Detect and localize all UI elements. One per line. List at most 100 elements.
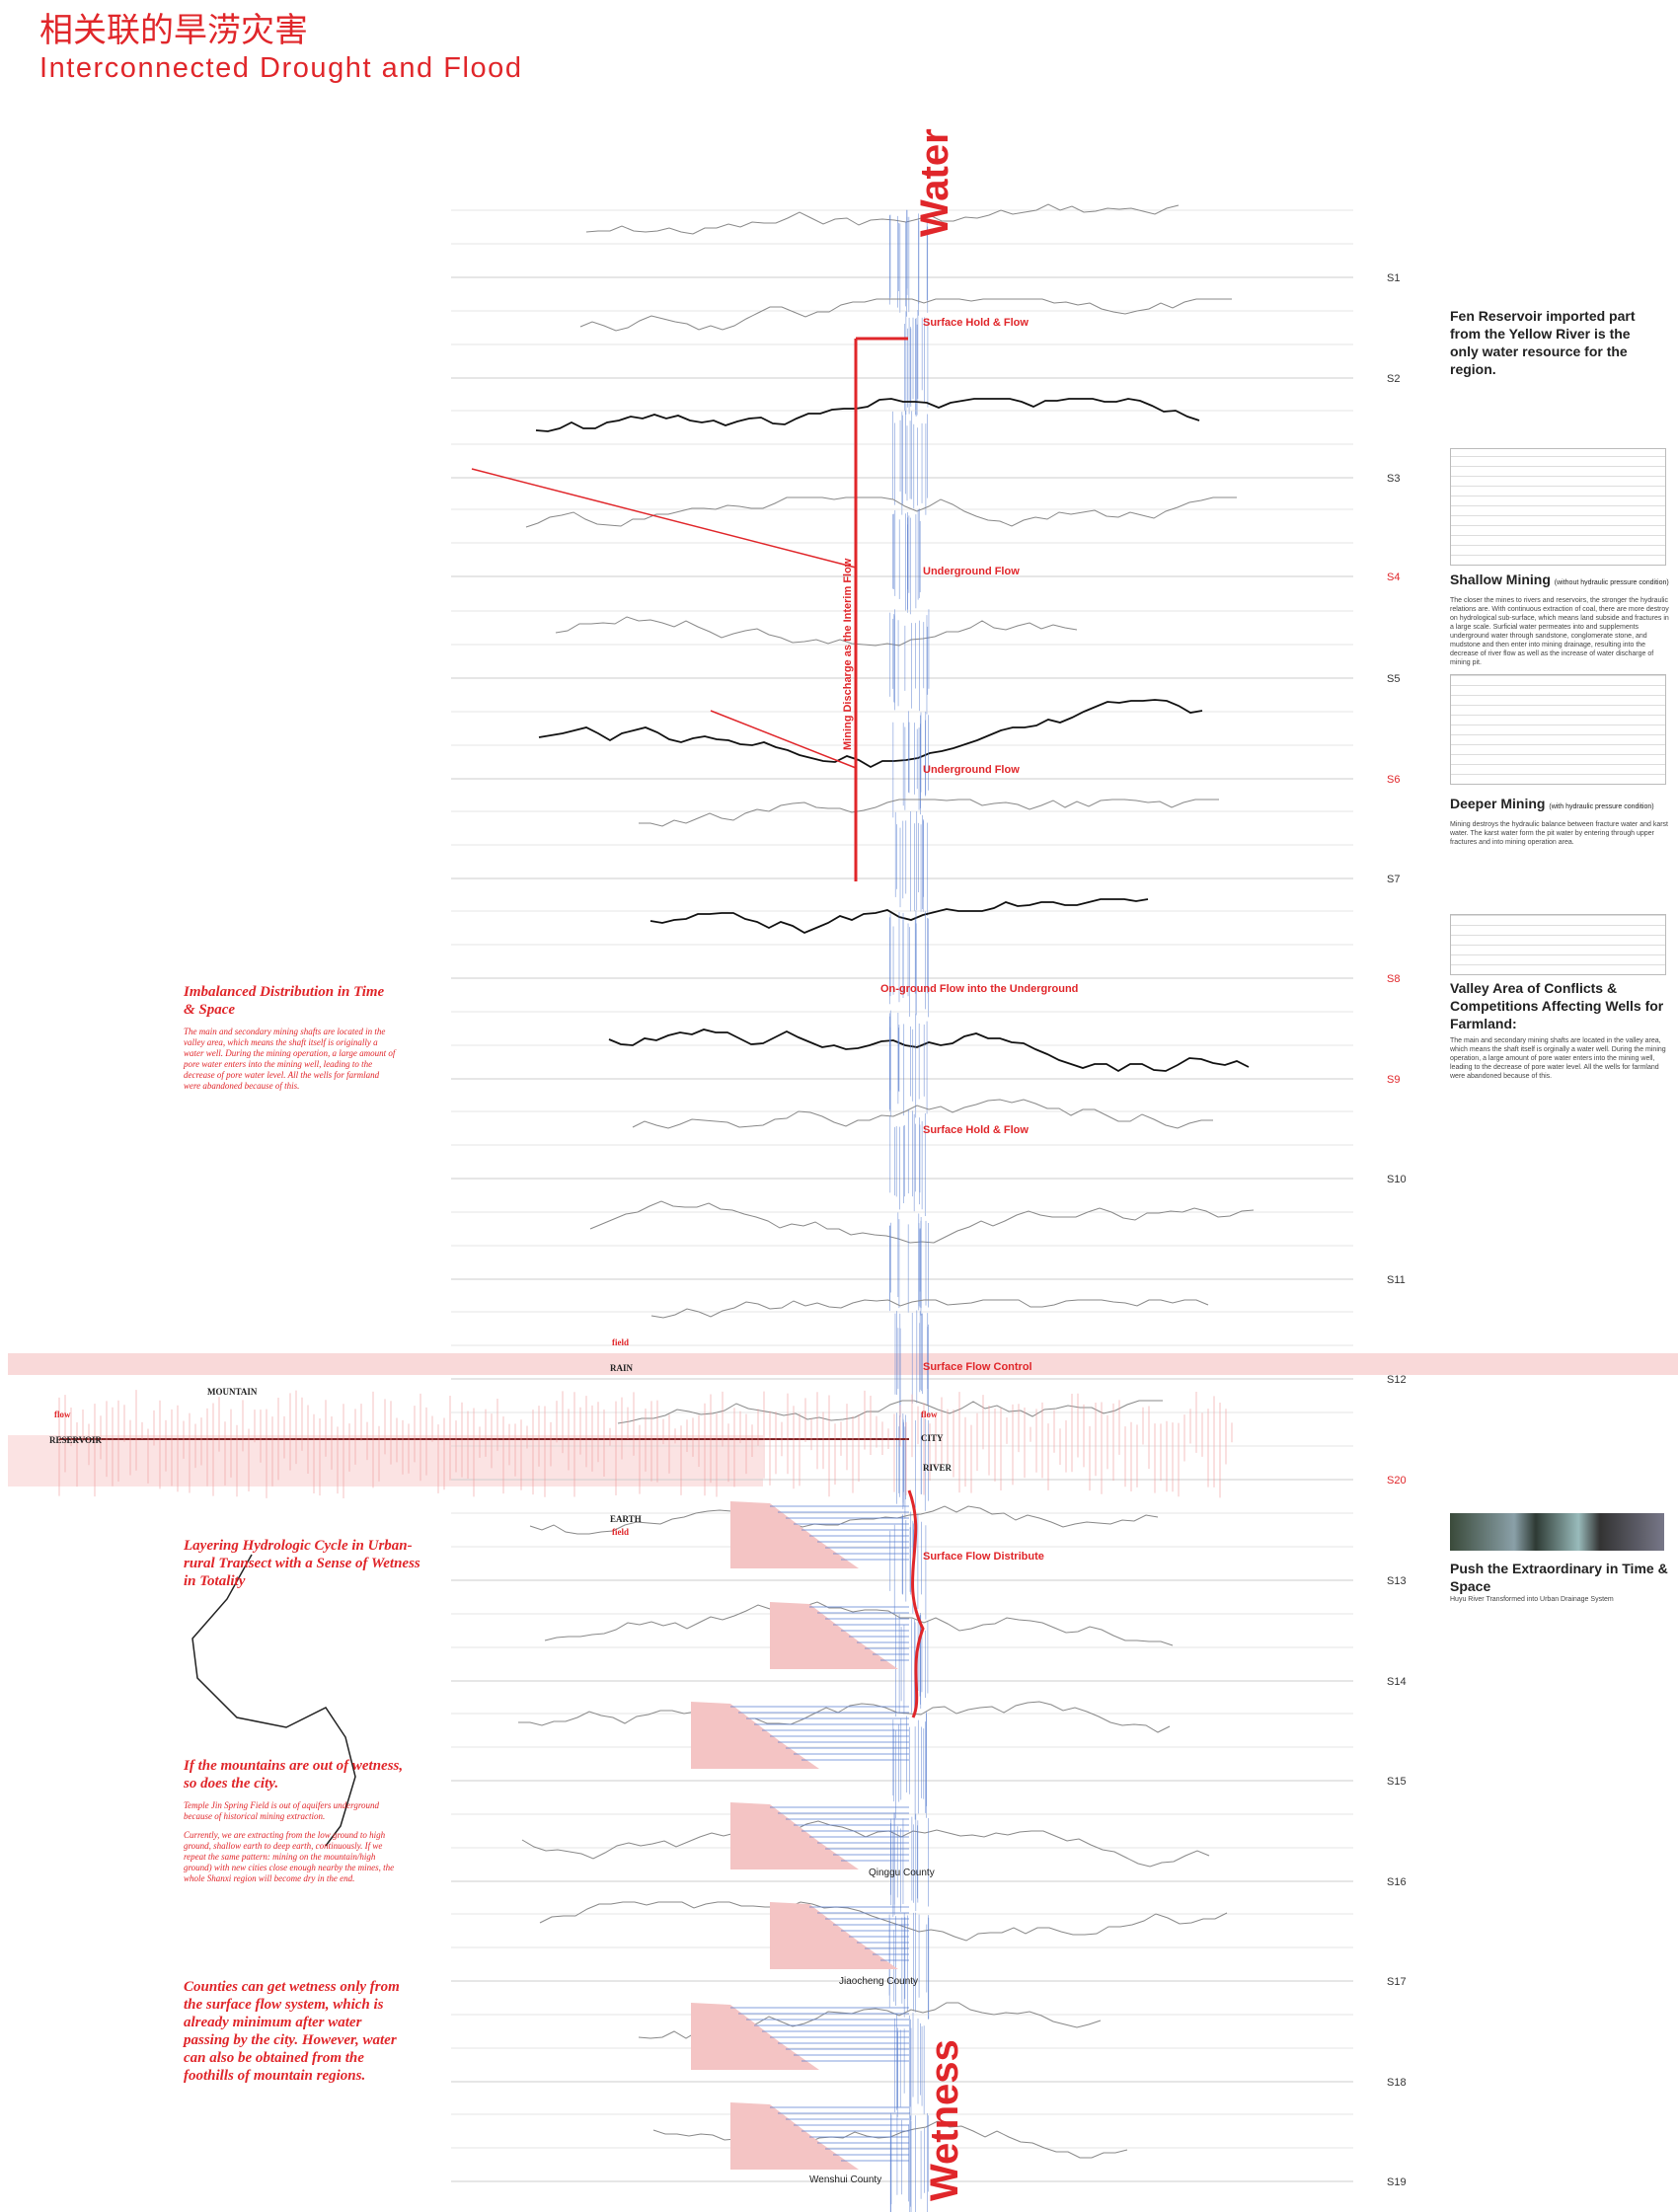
county-label: Jiaocheng County <box>839 1976 918 1987</box>
note-sub: Huyu River Transformed into Urban Draina… <box>1450 1596 1614 1603</box>
terrain-profile <box>589 1200 1255 1244</box>
note-body: Currently, we are extracting from the lo… <box>184 1830 395 1883</box>
red-flow <box>907 1489 925 1718</box>
flow-label: Surface Flow Control <box>923 1361 1032 1373</box>
right-note: Fen Reservoir imported part from the Yel… <box>1450 307 1662 378</box>
terrain-profile <box>579 298 1232 332</box>
transect-label: CITY <box>921 1433 944 1443</box>
section-label: S15 <box>1387 1776 1407 1788</box>
axis-bottom: Wetness <box>923 2039 966 2201</box>
transect-label: MOUNTAIN <box>207 1387 258 1397</box>
right-note: Valley Area of Conflicts & Competitions … <box>1450 979 1672 1081</box>
transect-label: flow <box>54 1410 71 1419</box>
dry-area <box>691 2003 819 2070</box>
section-label: S3 <box>1387 473 1400 485</box>
note-heading: Counties can get wetness only from the s… <box>184 1979 400 2084</box>
section-label: S7 <box>1387 874 1400 885</box>
section-label: S10 <box>1387 1174 1407 1185</box>
flow-label: Surface Flow Distribute <box>923 1551 1044 1563</box>
county-label: Wenshui County <box>809 2174 881 2185</box>
note-body: Temple Jin Spring Field is out of aquife… <box>184 1800 379 1821</box>
terrain-profile <box>529 1505 1159 1535</box>
transect-label: RAIN <box>610 1363 634 1373</box>
flow-label: Surface Hold & Flow <box>923 1124 1029 1136</box>
note: Layering Hydrologic Cycle in Urban-rural… <box>184 1537 420 1598</box>
note-heading: If the mountains are out of wetness, so … <box>184 1758 404 1792</box>
dry-area <box>691 1702 819 1769</box>
axis-top: Water <box>913 128 956 237</box>
section-label: S4 <box>1387 572 1400 583</box>
note-heading: Fen Reservoir imported part from the Yel… <box>1450 308 1636 377</box>
section-label: S13 <box>1387 1575 1407 1587</box>
section-label: S17 <box>1387 1976 1407 1988</box>
terrain-profile <box>518 1701 1171 1733</box>
note-body: The closer the mines to rivers and reser… <box>1450 597 1669 666</box>
terrain-profile <box>539 1901 1228 1942</box>
note-heading: Valley Area of Conflicts & Competitions … <box>1450 980 1664 1031</box>
terrain-profile <box>632 1099 1213 1129</box>
terrain-profile <box>538 699 1203 769</box>
section-label: S20 <box>1387 1475 1407 1487</box>
title-en: Interconnected Drought and Flood <box>39 52 521 84</box>
right-note: Deeper Mining (with hydraulic pressure c… <box>1450 795 1672 847</box>
flow-label: On-ground Flow into the Underground <box>880 983 1078 995</box>
terrain-profile <box>544 1601 1174 1646</box>
sketch <box>1450 448 1666 566</box>
transect-label: RESERVOIR <box>49 1435 103 1445</box>
dry-area <box>730 1802 859 1869</box>
transect-label: EARTH <box>610 1514 642 1524</box>
red-flow <box>710 710 857 769</box>
terrain-profile <box>555 616 1078 647</box>
note-heading: Imbalanced Distribution in Time & Space <box>184 984 385 1018</box>
note-sub: (with hydraulic pressure condition) <box>1549 803 1654 810</box>
photo-strip <box>1450 1513 1664 1551</box>
transect-label: field <box>612 1527 629 1537</box>
flow-label: Underground Flow <box>923 566 1020 577</box>
sketch <box>1450 674 1666 785</box>
terrain-profile <box>525 496 1237 528</box>
note: Imbalanced Distribution in Time & Space T… <box>184 983 396 1100</box>
pink-band <box>8 1353 1678 1375</box>
red-flow <box>471 468 857 569</box>
pink-band <box>8 1435 763 1487</box>
note: Counties can get wetness only from the s… <box>184 1978 406 2093</box>
county-outline <box>191 1554 356 1847</box>
note-body: Mining destroys the hydraulic balance be… <box>1450 821 1669 846</box>
section-label: S6 <box>1387 774 1400 786</box>
dry-area <box>770 1902 898 1969</box>
terrain-profile <box>608 1029 1250 1073</box>
section-label: S9 <box>1387 1074 1400 1086</box>
right-note: Push the Extraordinary in Time & Space Hu… <box>1450 1560 1672 1604</box>
section-label: S14 <box>1387 1676 1407 1688</box>
note-heading: Deeper Mining <box>1450 796 1546 811</box>
section-label: S12 <box>1387 1374 1407 1386</box>
section-label: S5 <box>1387 673 1400 685</box>
interim-flow: Mining Discharge as the Interim Flow <box>842 558 854 750</box>
note-heading: Push the Extraordinary in Time & Space <box>1450 1561 1668 1594</box>
note-body: The main and secondary mining shafts are… <box>184 1027 396 1091</box>
dry-area <box>730 2102 859 2170</box>
terrain-profile <box>650 1299 1209 1319</box>
terrain-profile <box>639 799 1219 827</box>
terrain-profile <box>585 203 1180 235</box>
transect-label: field <box>612 1337 629 1347</box>
section-label: S8 <box>1387 973 1400 985</box>
right-note: Shallow Mining (without hydraulic pressu… <box>1450 571 1672 667</box>
sketch <box>1450 914 1666 975</box>
section-label: S19 <box>1387 2176 1407 2188</box>
title-cn: 相关联的旱涝灾害 <box>39 12 308 49</box>
flow-label: Underground Flow <box>923 764 1020 776</box>
section-label: S16 <box>1387 1876 1407 1888</box>
terrain-profile <box>521 1820 1210 1868</box>
dry-area <box>730 1501 859 1568</box>
flow-label: Surface Hold & Flow <box>923 317 1029 329</box>
note: If the mountains are out of wetness, so … <box>184 1757 406 1892</box>
transect-label: RIVER <box>923 1463 953 1473</box>
section-label: S11 <box>1387 1274 1406 1286</box>
note-heading: Shallow Mining <box>1450 572 1551 587</box>
terrain-profile <box>617 1400 1163 1424</box>
section-label: S1 <box>1387 272 1400 284</box>
section-label: S2 <box>1387 373 1400 385</box>
